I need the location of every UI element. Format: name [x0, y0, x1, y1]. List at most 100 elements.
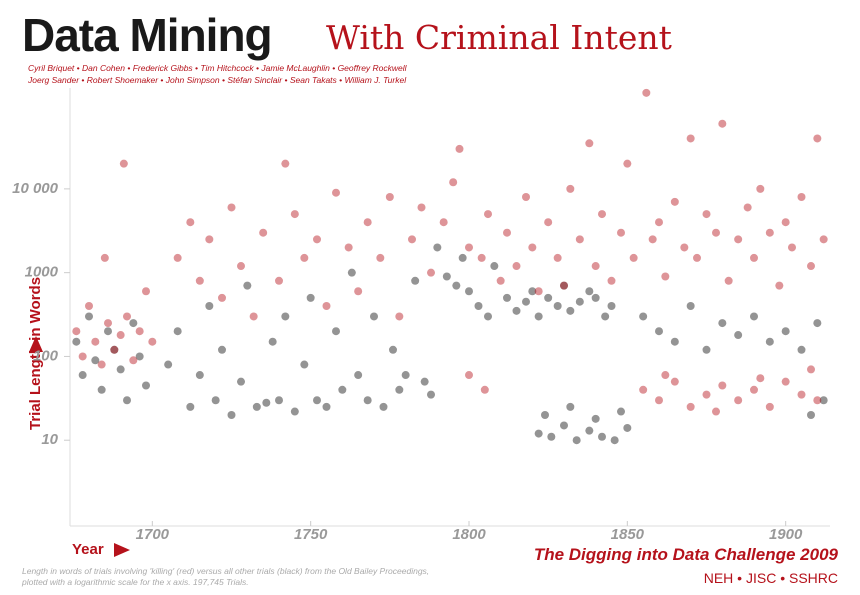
point: [72, 337, 81, 346]
point: [623, 159, 632, 168]
point: [104, 319, 112, 328]
point: [686, 302, 695, 310]
y-tick-label: 1000: [25, 264, 59, 281]
point: [116, 331, 125, 340]
authors: Cyril Briquet • Dan Cohen • Frederick Gi…: [28, 63, 407, 73]
point: [110, 345, 119, 354]
point: [237, 262, 245, 271]
point: [433, 243, 442, 252]
point: [442, 272, 451, 281]
point: [135, 327, 144, 336]
point: [575, 235, 584, 244]
point: [544, 218, 553, 227]
authors: Joerg Sander • Robert Shoemaker • John S…: [28, 75, 407, 85]
point: [503, 228, 511, 237]
point: [411, 276, 420, 285]
point: [512, 306, 521, 315]
point: [566, 184, 575, 193]
point: [110, 345, 119, 354]
point: [734, 235, 743, 244]
point: [585, 287, 594, 296]
point: [420, 377, 429, 386]
subtitle: With Criminal Intent: [326, 18, 672, 57]
x-tick-label: 1900: [769, 526, 803, 543]
y-axis-label: Trial Length in Words: [27, 277, 44, 430]
point: [560, 421, 568, 430]
point: [173, 253, 182, 262]
point: [750, 312, 758, 321]
point: [522, 193, 530, 201]
point: [427, 390, 435, 399]
point: [598, 210, 606, 219]
point: [743, 203, 752, 212]
point: [541, 411, 549, 419]
point: [528, 287, 537, 296]
point: [78, 371, 87, 380]
point: [655, 327, 663, 336]
point: [496, 276, 505, 285]
point: [813, 319, 822, 328]
point: [275, 276, 283, 285]
point: [290, 210, 299, 219]
x-tick-label: 1850: [611, 526, 645, 543]
point: [186, 402, 195, 411]
point: [123, 312, 131, 321]
point: [591, 262, 600, 271]
point: [480, 385, 489, 394]
point: [465, 287, 473, 296]
point: [661, 272, 670, 281]
point: [560, 281, 568, 290]
point: [281, 159, 290, 168]
point: [389, 345, 397, 354]
point: [702, 210, 711, 219]
point: [807, 411, 815, 419]
point: [797, 390, 806, 399]
point: [218, 345, 226, 354]
point: [313, 396, 321, 405]
x-tick-label: 1800: [452, 526, 486, 543]
point: [97, 360, 106, 369]
point: [585, 139, 594, 148]
point: [281, 312, 290, 321]
point: [734, 396, 743, 405]
point: [797, 193, 806, 201]
point: [474, 302, 483, 310]
point: [401, 371, 410, 380]
point: [765, 337, 774, 346]
point: [100, 253, 109, 262]
point: [129, 356, 138, 365]
point: [512, 262, 521, 271]
point: [249, 312, 258, 321]
point: [534, 429, 543, 438]
point: [534, 287, 543, 296]
point: [819, 396, 828, 405]
point: [195, 371, 204, 380]
point: [670, 197, 679, 206]
point: [734, 331, 743, 340]
point: [395, 312, 404, 321]
point: [781, 377, 790, 386]
point: [572, 436, 581, 445]
point: [395, 385, 404, 394]
point: [227, 411, 236, 419]
point: [354, 287, 363, 296]
point: [91, 356, 100, 365]
point: [275, 396, 283, 405]
x-tick-label: 1700: [136, 526, 170, 543]
point: [313, 235, 321, 244]
point: [85, 312, 93, 321]
point: [765, 402, 774, 411]
point: [290, 407, 299, 416]
point: [332, 327, 340, 336]
point: [142, 381, 150, 390]
y-tick-label: 10 000: [12, 180, 59, 197]
point: [385, 193, 394, 201]
point: [449, 178, 458, 187]
point: [376, 253, 385, 262]
point: [427, 268, 435, 277]
point: [408, 235, 416, 244]
point: [629, 253, 638, 262]
point: [797, 345, 806, 354]
point: [661, 371, 670, 380]
